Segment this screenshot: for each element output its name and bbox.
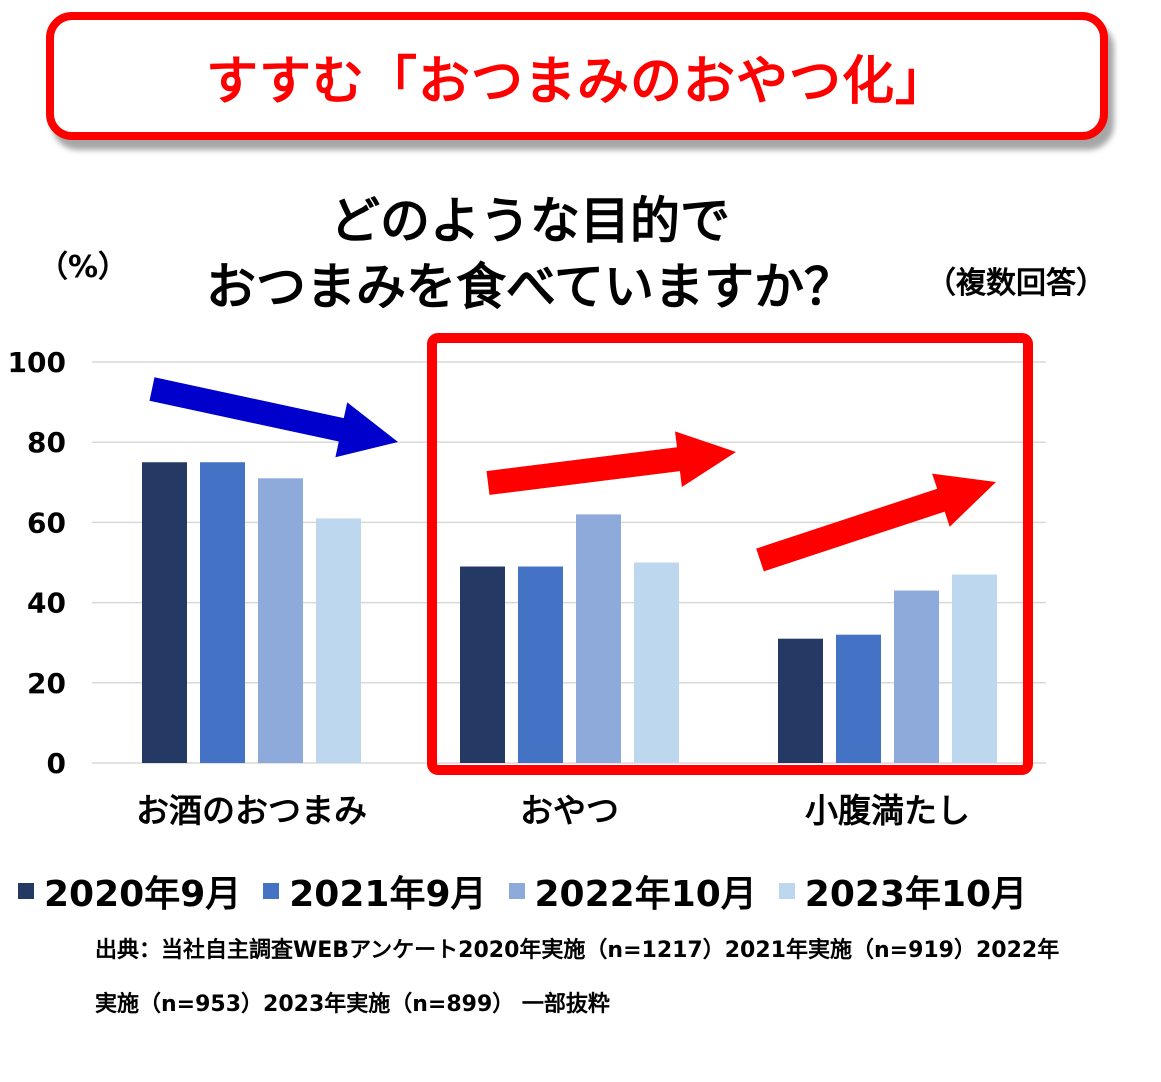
banner-text: すすむ「おつまみのおやつ化」 (205, 51, 948, 112)
legend-item: 2023年10月 (778, 865, 1028, 917)
bar (894, 590, 939, 763)
bar (634, 562, 679, 763)
bar (778, 638, 823, 763)
y-tick-label: 100 (8, 346, 66, 379)
y-tick-label: 80 (27, 426, 66, 459)
x-category-label: お酒のおつまみ (136, 791, 367, 830)
legend: 2020年9月 2021年9月 2022年10月 2023年10月 (18, 866, 1138, 916)
trend-arrow-down (149, 377, 398, 458)
chart-title-line2: おつまみを食べていますか？ (206, 258, 854, 316)
y-tick-label: 0 (47, 747, 66, 780)
bar (952, 574, 997, 763)
legend-swatch (263, 883, 280, 899)
title-note: （複数回答） (926, 266, 1106, 301)
source-line-2: 実施（n=953）2023年実施（n=899） 一部抜粋 (95, 992, 610, 1017)
legend-label: 2021年9月 (289, 874, 487, 915)
y-unit-label: （%） (38, 250, 129, 285)
highlight-box (427, 333, 1033, 775)
x-category-label: 小腹満たし (805, 791, 970, 830)
bar (142, 462, 187, 763)
chart-title: どのような目的で おつまみを食べていますか？ (180, 188, 880, 320)
title-banner: すすむ「おつまみのおやつ化」 (46, 12, 1108, 140)
bar (576, 514, 621, 763)
y-tick-label: 20 (27, 667, 66, 700)
x-category-label: おやつ (520, 791, 619, 830)
trend-arrow-up (486, 431, 736, 495)
trend-arrow-up (756, 473, 996, 572)
y-tick-label: 60 (27, 506, 66, 539)
bar (316, 518, 361, 763)
source-line-1: 出典：当社自主調査WEBアンケート2020年実施（n=1217）2021年実施（… (95, 938, 1060, 963)
bar (460, 566, 505, 763)
legend-swatch (18, 883, 34, 899)
legend-item: 2020年9月 (18, 865, 241, 917)
bar (200, 462, 245, 763)
chart-title-line1: どのような目的で (330, 192, 730, 250)
legend-swatch (508, 883, 525, 899)
bar (518, 566, 563, 763)
bar (258, 478, 303, 763)
legend-label: 2023年10月 (804, 874, 1028, 915)
bar (836, 634, 881, 763)
legend-item: 2022年10月 (508, 865, 757, 917)
legend-item: 2021年9月 (263, 865, 487, 917)
y-tick-label: 40 (27, 587, 66, 620)
legend-label: 2020年9月 (44, 874, 242, 915)
source-note: 出典：当社自主調査WEBアンケート2020年実施（n=1217）2021年実施（… (95, 924, 1135, 1032)
legend-swatch (778, 883, 795, 899)
legend-label: 2022年10月 (534, 874, 757, 915)
